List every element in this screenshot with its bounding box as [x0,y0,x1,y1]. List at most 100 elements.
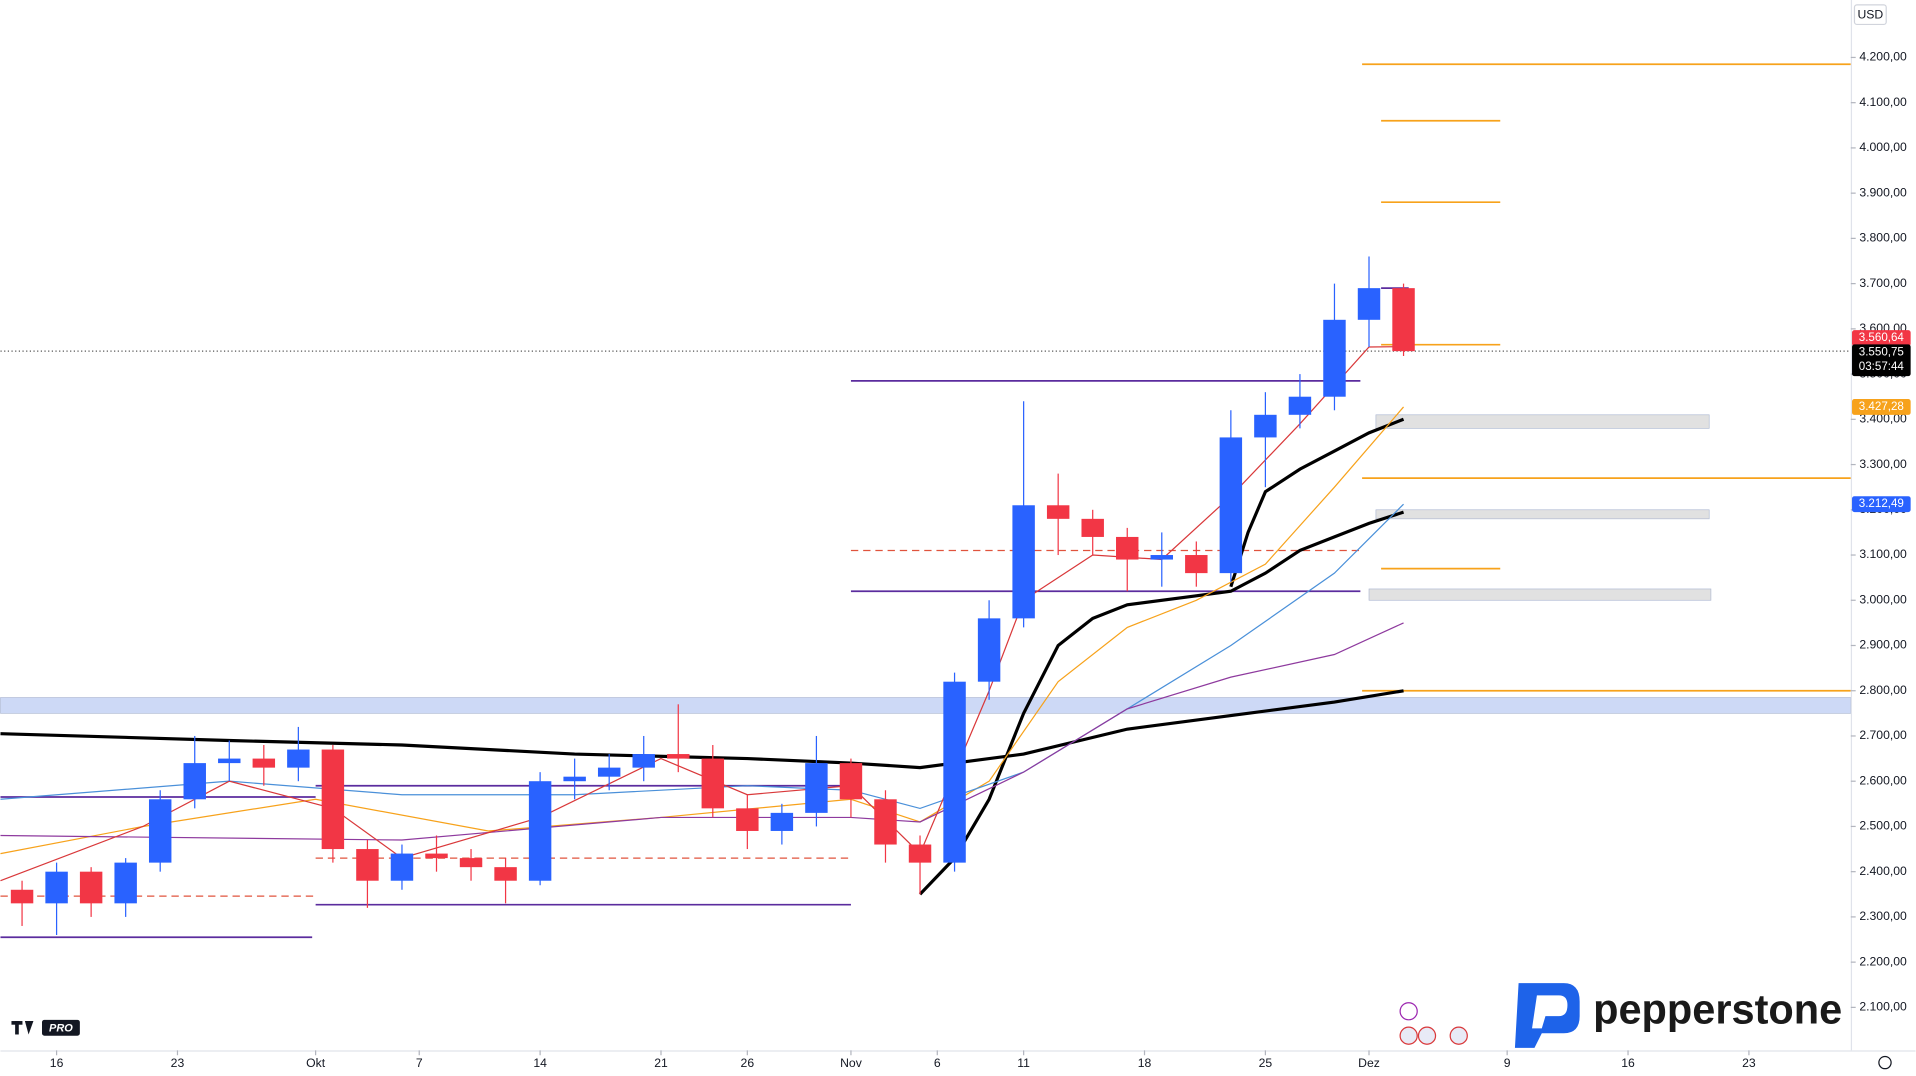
indicator-line [0,689,1404,770]
price-label-box [1852,399,1911,415]
y-tick-label: 3.700,00 [1859,276,1907,290]
y-tick-label: 2.700,00 [1859,728,1907,742]
indicator-line [918,510,1405,896]
x-tick-label: Okt [306,1056,326,1070]
price-label-box [1852,330,1911,347]
x-tick-label: 23 [171,1056,185,1070]
candle-body [114,862,137,904]
zone [1375,509,1710,520]
candle-body [805,763,828,813]
candle-body [45,871,68,904]
candle-body [943,681,966,863]
y-tick-label: 2.300,00 [1859,909,1907,923]
candle-body [148,799,172,863]
y-tick-label: 3.900,00 [1859,185,1907,199]
brand-logo-p [1532,995,1568,1029]
y-tick-label: 2.600,00 [1859,773,1907,787]
price-label-box [1852,496,1911,513]
candle-body [632,754,655,768]
candle-body [183,763,206,800]
plot-area [0,63,1852,939]
candle-body [908,844,932,863]
candle-body [839,763,863,800]
y-tick-label: 2.800,00 [1859,683,1907,697]
candle-body [1116,536,1139,560]
candle-body [356,849,379,881]
y-tick-label: 3.000,00 [1859,592,1907,606]
y-tick-label: 3.100,00 [1859,547,1907,561]
y-tick-label: 3.400,00 [1859,412,1907,426]
x-tick-label: 16 [1621,1056,1635,1070]
x-tick-label: 23 [1742,1056,1756,1070]
candle-body [321,749,345,850]
y-tick-label: 2.200,00 [1859,954,1907,968]
candle-body [252,758,276,768]
candle-body [874,799,897,845]
tv-logo-mark [24,1021,34,1035]
event-icon[interactable] [1417,1026,1437,1045]
candle-body [79,871,103,904]
candle-body [459,858,483,868]
price-label: 3.560,64 [1859,331,1905,344]
candle-body [597,767,621,777]
currency-button[interactable] [1853,4,1887,26]
price-label-box [1852,344,1911,377]
tv-logo-stem [15,1021,19,1035]
x-tick-label: 14 [533,1056,547,1070]
y-tick-label: 2.900,00 [1859,638,1907,652]
price-label: 3.550,75 [1859,345,1904,358]
event-icon[interactable] [1449,1026,1468,1045]
x-tick-label: 7 [416,1056,423,1070]
candle-body [528,781,552,881]
y-tick-label: 3.300,00 [1859,457,1907,471]
indicator-line [1229,417,1405,588]
y-tick-label: 4.000,00 [1859,140,1907,154]
currency[interactable]: USD [1857,7,1883,21]
countdown: 03:57:44 [1859,360,1905,373]
tv-badge [41,1019,80,1036]
candle-body [1254,414,1277,438]
candle-body [1185,555,1208,574]
zone [0,697,1852,714]
candle-body [563,776,586,782]
event-icon[interactable] [1399,1002,1418,1021]
settings-icon[interactable] [1878,1055,1892,1070]
candle-body [1288,396,1312,415]
event-icon[interactable] [1399,1026,1418,1045]
x-tick-label: Nov [840,1056,863,1070]
brand-logo-text: pepperstone [1593,985,1842,1032]
candle-body [494,867,517,881]
price-label: 3.427,28 [1859,400,1904,413]
y-tick-label: 3.800,00 [1859,231,1907,245]
candle-body [1392,288,1415,352]
x-tick-label: 16 [50,1056,64,1070]
candle-body [1012,505,1035,619]
candle-body [736,808,759,831]
y-tick-label: 4.100,00 [1859,95,1907,109]
candle-body [1357,288,1381,320]
candle-body [977,618,1001,682]
y-tick-label: 2.400,00 [1859,864,1907,878]
y-tick-label: 4.200,00 [1859,50,1907,64]
candle-body [701,758,725,809]
tv-logo: PRO [11,1019,80,1036]
candle-body [218,758,241,764]
x-tick-label: 11 [1017,1056,1030,1070]
candle-body [10,889,34,904]
candle-body [770,812,794,831]
candle-body [1150,555,1174,560]
candle-body [1219,437,1243,574]
x-tick-label: 6 [934,1056,941,1070]
price-label: 3.212,49 [1859,497,1904,510]
y-tick-label: 2.100,00 [1859,1000,1907,1014]
candle-body [1046,505,1070,519]
candle-body [1081,518,1104,537]
zone [1375,414,1710,429]
y-tick-label: 2.500,00 [1859,819,1907,833]
candle-body [667,754,690,759]
x-tick-label: 21 [654,1056,668,1070]
zone [1368,588,1712,601]
